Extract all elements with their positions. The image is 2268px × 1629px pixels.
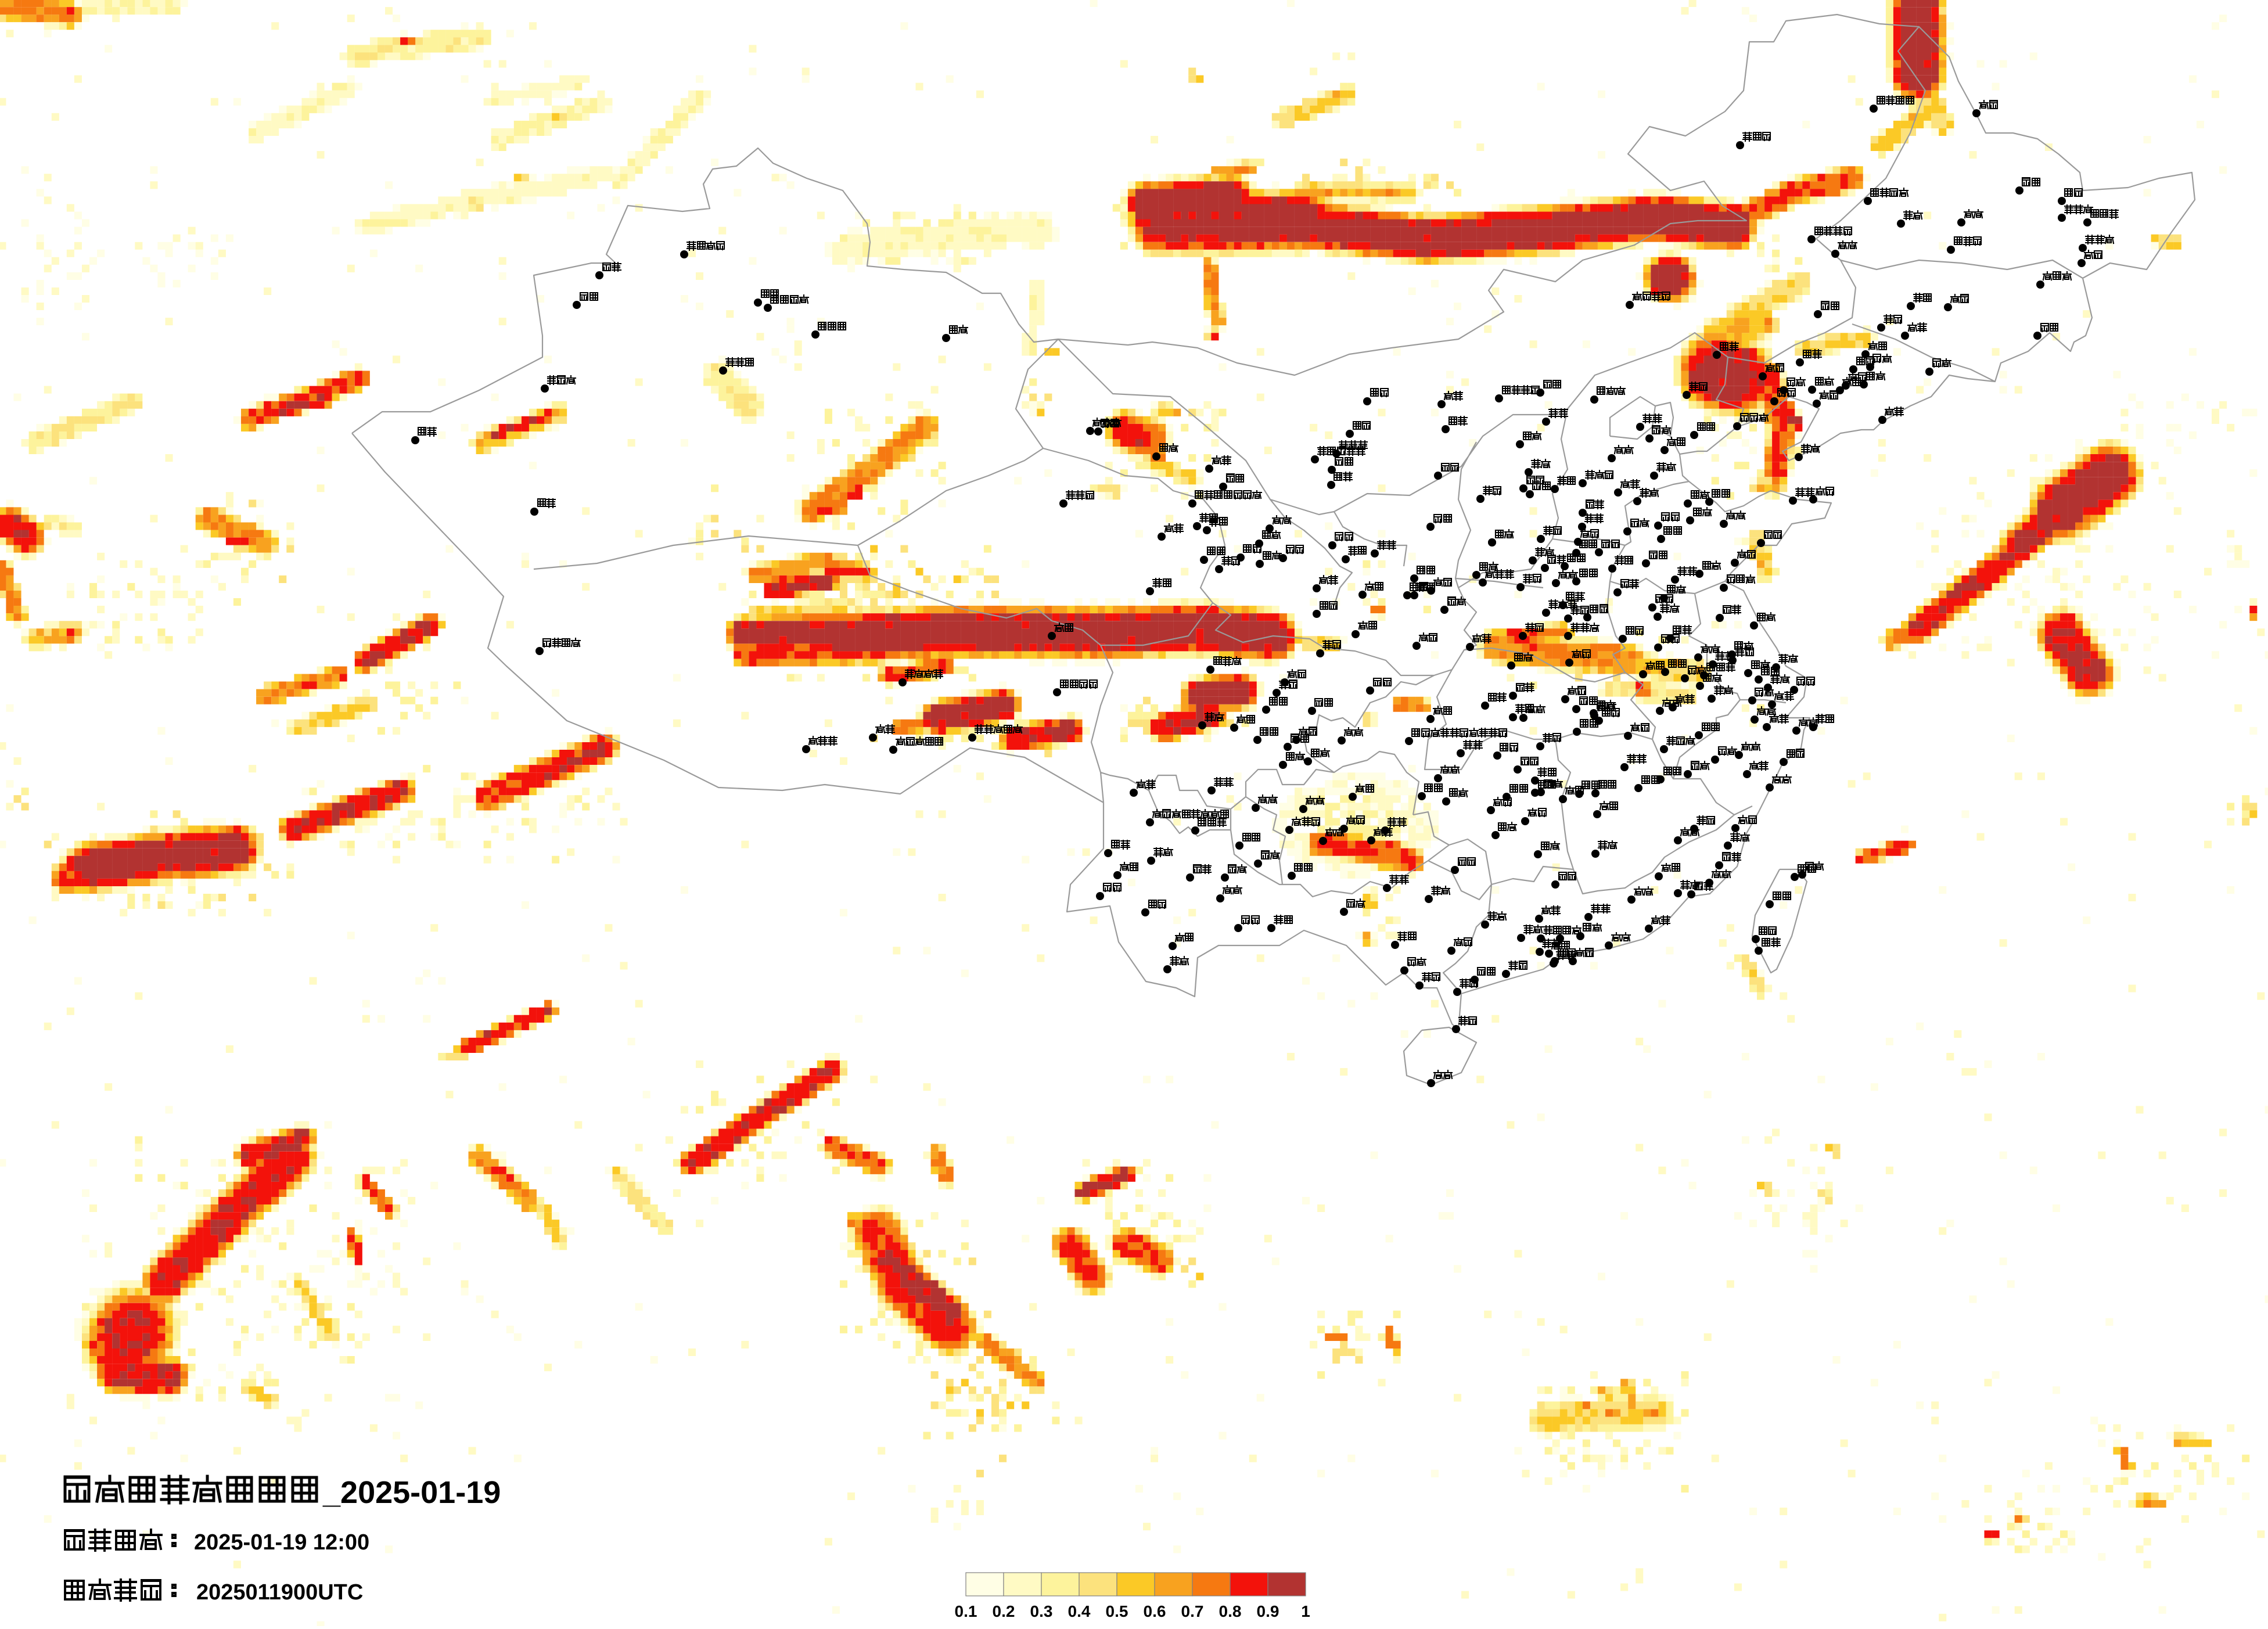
svg-text:_2025-01-19: _2025-01-19 — [322, 1475, 501, 1510]
svg-text:0.9: 0.9 — [1257, 1602, 1279, 1620]
svg-text:2025-01-19 12:00: 2025-01-19 12:00 — [194, 1530, 369, 1555]
svg-text:2025011900UTC: 2025011900UTC — [196, 1580, 363, 1605]
svg-text:0.1: 0.1 — [955, 1602, 977, 1620]
svg-text:0.4: 0.4 — [1068, 1602, 1091, 1620]
svg-text:0.3: 0.3 — [1030, 1602, 1053, 1620]
svg-text:0.7: 0.7 — [1181, 1602, 1204, 1620]
svg-text:0.6: 0.6 — [1144, 1602, 1166, 1620]
svg-text:0.5: 0.5 — [1106, 1602, 1128, 1620]
svg-text:0.2: 0.2 — [993, 1602, 1015, 1620]
svg-text:1: 1 — [1301, 1602, 1310, 1620]
svg-text:0.8: 0.8 — [1219, 1602, 1242, 1620]
